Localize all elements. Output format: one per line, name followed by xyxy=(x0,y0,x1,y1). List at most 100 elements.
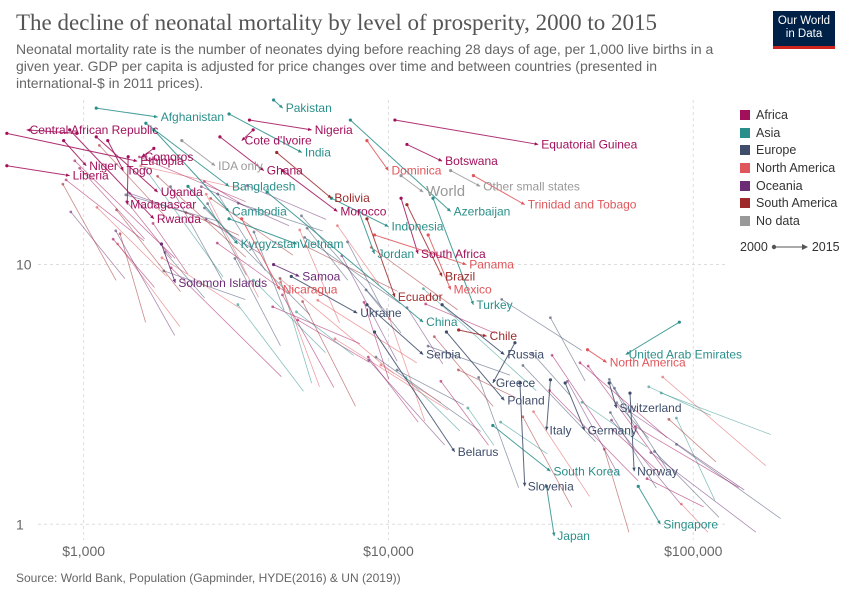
country-label: Chile xyxy=(490,329,518,343)
background-trajectory xyxy=(614,387,672,477)
background-trajectory xyxy=(62,183,117,281)
background-point xyxy=(432,335,436,339)
country-label: South Korea xyxy=(553,464,620,478)
background-point xyxy=(78,166,82,170)
country-arrow xyxy=(482,333,487,338)
country-line xyxy=(241,218,281,290)
owid-logo[interactable]: Our World in Data xyxy=(773,11,835,49)
legend-label: North America xyxy=(756,160,836,175)
country-label: United Arab Emirates xyxy=(629,348,742,362)
country-line xyxy=(366,140,389,171)
country-label: Ghana xyxy=(267,164,303,178)
legend-item[interactable]: No data xyxy=(740,212,837,230)
background-point xyxy=(281,293,284,297)
country-label: World xyxy=(426,183,465,200)
background-trajectory xyxy=(74,160,176,259)
country-start-point xyxy=(152,128,156,132)
background-point xyxy=(500,297,504,301)
legend-item[interactable]: Africa xyxy=(740,106,837,124)
country-start-point xyxy=(75,131,79,135)
country-label: Dominica xyxy=(391,164,441,178)
country-start-point xyxy=(585,348,590,352)
country-line xyxy=(187,186,238,245)
country-arrow xyxy=(65,173,70,177)
background-trajectory xyxy=(661,392,771,435)
country-arrow xyxy=(225,182,230,187)
country-label: Singapore xyxy=(663,517,718,531)
background-trajectory xyxy=(611,419,682,506)
country-line xyxy=(6,132,138,162)
legend-item[interactable]: Europe xyxy=(740,141,837,159)
country-arrow xyxy=(657,520,661,525)
country-start-point xyxy=(275,150,279,155)
country-arrow xyxy=(438,272,443,277)
country-start-point xyxy=(563,381,567,385)
background-trajectory xyxy=(170,186,223,280)
country-label: Other small states xyxy=(483,179,580,193)
country-line xyxy=(63,140,87,167)
legend-item[interactable]: South America xyxy=(740,194,837,212)
country-start-point xyxy=(218,135,222,139)
background-trajectory xyxy=(662,376,766,467)
background-point xyxy=(333,337,337,341)
background-point xyxy=(531,352,535,355)
background-point xyxy=(607,378,611,381)
country-line xyxy=(374,331,456,453)
background-point xyxy=(303,235,307,239)
country-start-point xyxy=(62,139,66,143)
country-label: China xyxy=(426,315,458,329)
legend-item[interactable]: Oceania xyxy=(740,177,837,195)
background-point xyxy=(613,386,616,390)
country-start-point xyxy=(457,328,461,332)
background-point xyxy=(233,257,237,260)
country-start-point xyxy=(431,196,435,200)
background-trajectory xyxy=(205,193,259,298)
background-trajectory xyxy=(279,278,395,374)
legend-item[interactable]: Asia xyxy=(740,124,837,142)
background-point xyxy=(456,368,460,372)
background-trajectory xyxy=(635,426,740,488)
country-arrow xyxy=(327,194,332,199)
background-trajectory xyxy=(204,181,245,207)
country-label: Switzerland xyxy=(620,401,682,415)
country-line xyxy=(400,198,419,254)
country-arrow xyxy=(446,207,451,212)
country-label: Central African Republic xyxy=(30,123,159,137)
time-legend-arrow-icon xyxy=(771,244,808,250)
country-label: South Africa xyxy=(421,247,486,261)
background-trajectory xyxy=(389,318,426,422)
background-point xyxy=(466,406,470,410)
background-point xyxy=(477,375,481,379)
background-trajectory xyxy=(299,229,340,324)
country-line xyxy=(406,143,443,162)
background-point xyxy=(316,298,320,302)
country-start-point xyxy=(365,303,369,307)
country-start-point xyxy=(94,106,98,110)
legend-item[interactable]: North America xyxy=(740,159,837,177)
country-line xyxy=(107,140,124,171)
country-label: Greece xyxy=(496,376,536,390)
background-trajectory xyxy=(533,411,590,497)
country-arrow xyxy=(82,161,87,166)
background-trajectory xyxy=(253,231,285,311)
background-point xyxy=(137,155,141,159)
country-label: Japan xyxy=(557,529,590,543)
country-arrow xyxy=(371,249,375,254)
background-point xyxy=(124,193,128,197)
country-label: Norway xyxy=(637,464,678,478)
country-start-point xyxy=(227,112,231,116)
background-point xyxy=(566,379,569,383)
background-trajectory xyxy=(603,449,630,533)
background-trajectory xyxy=(305,246,398,292)
x-tick-label: $100,000 xyxy=(664,543,723,559)
background-point xyxy=(252,230,256,234)
country-arrow xyxy=(259,167,264,171)
country-line xyxy=(228,113,303,153)
background-point xyxy=(661,375,665,379)
country-start-point xyxy=(513,341,517,345)
background-trajectory xyxy=(164,251,205,299)
country-start-point xyxy=(372,330,377,334)
country-line xyxy=(492,425,551,472)
background-point xyxy=(647,385,651,389)
